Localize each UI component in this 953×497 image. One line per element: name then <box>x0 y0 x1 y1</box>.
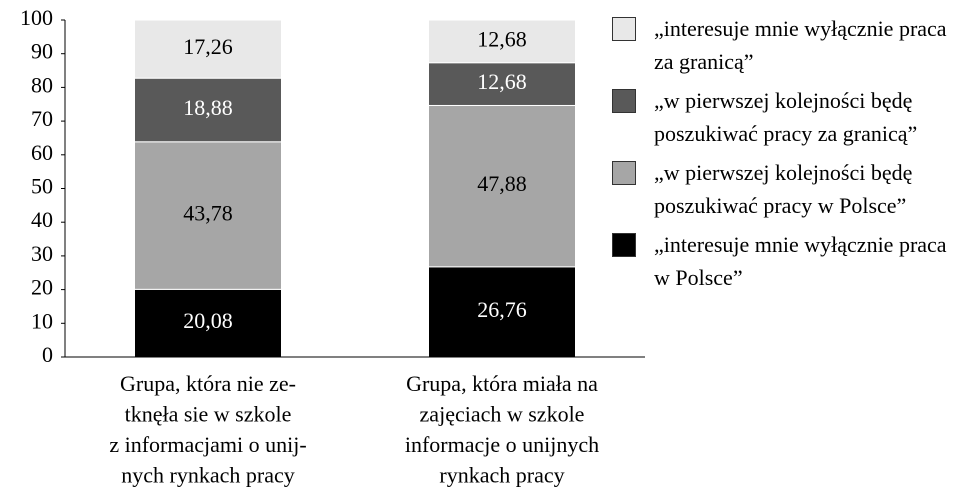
legend-swatch <box>612 89 636 113</box>
y-tick-label: 10 <box>31 308 53 333</box>
legend-item: „w pierwszej kolejności będę poszukiwać … <box>612 156 953 222</box>
value-label: 20,08 <box>183 308 233 333</box>
legend-label: „interesuje mnie wyłącznie praca w Polsc… <box>654 232 947 290</box>
y-tick-label: 50 <box>31 174 53 199</box>
legend-item: „interesuje mnie wyłącznie praca w Polsc… <box>612 228 953 294</box>
y-tick-label: 20 <box>31 275 53 300</box>
x-tick-label: informacje o unijnych <box>405 432 599 457</box>
y-tick-label: 0 <box>42 342 53 367</box>
y-tick-label: 40 <box>31 207 53 232</box>
legend-item: „interesuje mnie wyłącznie praca za gran… <box>612 12 953 78</box>
legend-label: „w pierwszej kolejności będę poszukiwać … <box>654 88 918 146</box>
bar-segment <box>428 62 576 106</box>
legend-swatch <box>612 161 636 185</box>
bar-segment <box>134 141 282 290</box>
y-tick-label: 30 <box>31 241 53 266</box>
legend-swatch <box>612 17 636 41</box>
y-tick-label: 90 <box>31 39 53 64</box>
x-tick-label: zajęciach w szkole <box>420 402 585 427</box>
x-tick-label: z informacjami o unij- <box>109 432 306 457</box>
value-label: 18,88 <box>183 95 233 120</box>
x-tick-label: rynkach pracy <box>439 463 564 488</box>
x-tick-label: Grupa, która nie ze- <box>120 371 296 396</box>
bar-segment <box>428 104 576 268</box>
legend-label: „interesuje mnie wyłącznie praca za gran… <box>654 16 947 74</box>
x-tick-label: nych rynkach pracy <box>121 463 294 488</box>
y-tick-label: 80 <box>31 72 53 97</box>
value-label: 17,26 <box>183 34 233 59</box>
y-tick-label: 60 <box>31 140 53 165</box>
x-tick-label: tknęła sie w szkole <box>125 402 292 427</box>
legend: „interesuje mnie wyłącznie praca za gran… <box>612 12 953 294</box>
x-tick-label: Grupa, która miała na <box>406 371 598 396</box>
y-tick-label: 100 <box>20 5 53 30</box>
bar-segment <box>134 19 282 79</box>
legend-label: „w pierwszej kolejności będę poszukiwać … <box>654 160 913 218</box>
legend-item: „w pierwszej kolejności będę poszukiwać … <box>612 84 953 150</box>
legend-swatch <box>612 233 636 257</box>
bar-segment <box>428 19 576 64</box>
y-tick-label: 70 <box>31 106 53 131</box>
value-label: 12,68 <box>477 26 527 51</box>
value-label: 43,78 <box>183 201 233 226</box>
value-label: 12,68 <box>477 69 527 94</box>
value-label: 47,88 <box>477 171 527 196</box>
value-label: 26,76 <box>477 297 527 322</box>
bar-segment <box>134 77 282 143</box>
